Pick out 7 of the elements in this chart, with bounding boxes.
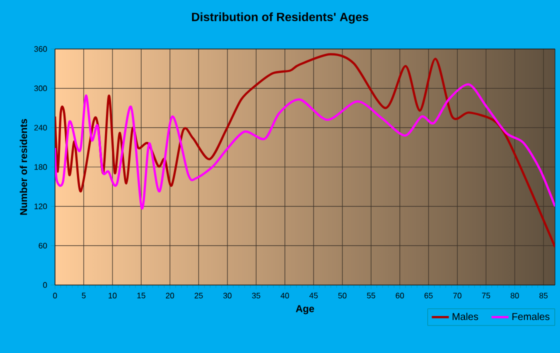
legend-label: Males [452, 312, 478, 320]
line-series [55, 83, 556, 210]
legend-label: Females [512, 312, 550, 320]
line-series [55, 53, 556, 248]
y-axis-title: Number of residents [20, 118, 28, 215]
chart-title: Distribution of Residents' Ages [192, 12, 368, 24]
x-axis-title: Age [296, 305, 314, 314]
